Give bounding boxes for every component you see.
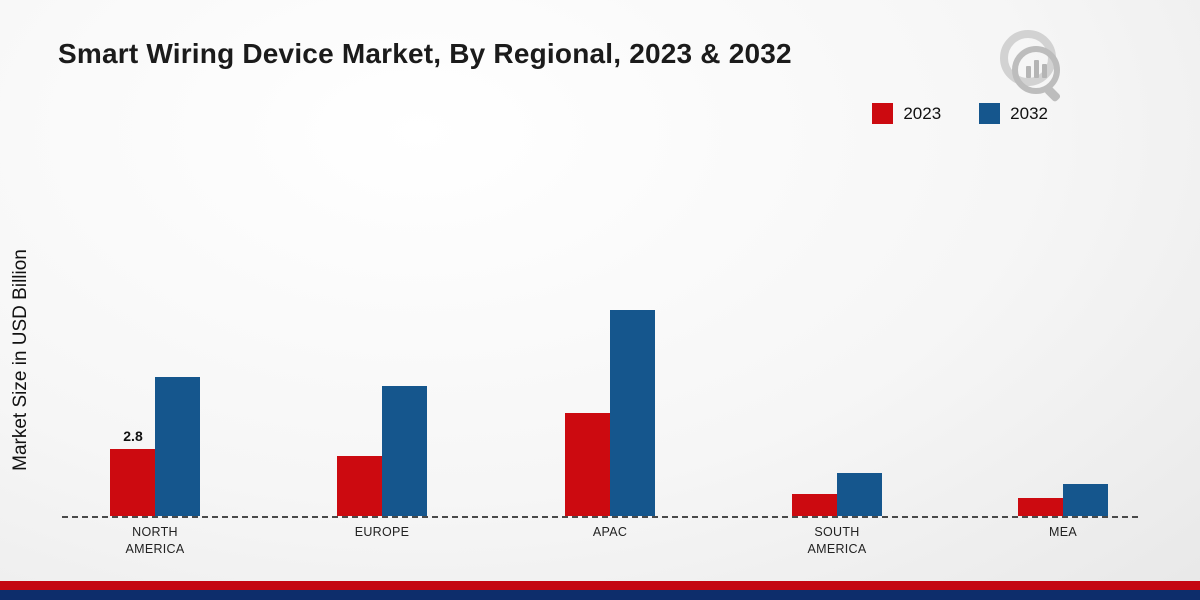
market-research-future-logo xyxy=(992,28,1072,108)
bar-2032-north-america xyxy=(155,377,200,516)
category-label-south-america: SOUTH AMERICA xyxy=(807,525,867,556)
footer-stripe-navy xyxy=(0,590,1200,600)
legend-swatch-2032 xyxy=(979,103,1001,124)
legend-label-2032: 2032 xyxy=(1010,103,1048,123)
bar-2032-europe xyxy=(382,386,427,516)
bar-2023-north-america xyxy=(110,449,155,516)
chart-title: Smart Wiring Device Market, By Regional,… xyxy=(58,38,792,69)
legend: 2023 2032 xyxy=(872,103,1048,124)
x-axis-baseline xyxy=(62,516,1138,518)
legend-label-2023: 2023 xyxy=(903,103,942,123)
footer-stripe-red xyxy=(0,581,1200,590)
category-label-apac: APAC xyxy=(592,525,628,539)
bar-2032-apac xyxy=(610,310,655,516)
bar-2032-south-america xyxy=(837,473,882,516)
bar-2023-mea xyxy=(1018,498,1063,516)
legend-item-2023: 2023 xyxy=(872,103,941,124)
bar-2032-mea xyxy=(1063,484,1108,516)
category-label-mea: MEA xyxy=(1049,525,1077,539)
category-label-europe: EUROPE xyxy=(354,525,410,539)
legend-item-2032: 2032 xyxy=(979,103,1048,124)
category-label-north-america: NORTH AMERICA xyxy=(125,525,185,556)
bar-2023-south-america xyxy=(792,494,837,516)
magnifier-bars-icon xyxy=(1000,30,1061,102)
bar-2023-europe xyxy=(337,456,382,516)
bar-2023-apac xyxy=(565,413,610,516)
data-label-2023-north-america: 2.8 xyxy=(123,428,143,444)
legend-swatch-2023 xyxy=(872,103,894,124)
